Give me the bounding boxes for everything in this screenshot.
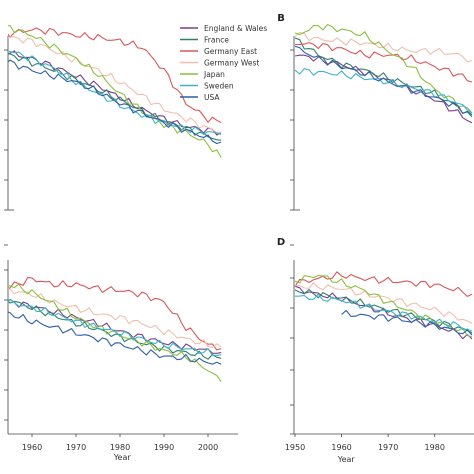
- x-axis-title: Year: [113, 453, 132, 462]
- x-tick-label: 1990: [154, 443, 174, 452]
- legend-item-england-wales: England & Wales: [180, 24, 267, 33]
- series-line-germany-west: [8, 36, 222, 133]
- series-line-usa: [8, 311, 222, 365]
- series-line-japan: [8, 24, 222, 158]
- legend-label: Sweden: [204, 82, 234, 91]
- series-line-england-wales: [8, 50, 222, 136]
- legend-label: Germany West: [204, 59, 259, 68]
- legend-item-france: France: [180, 36, 229, 45]
- panel-letter: D: [277, 237, 285, 248]
- legend-item-sweden: Sweden: [180, 82, 234, 91]
- series-line-japan: [294, 274, 473, 338]
- series-line-germany-west: [8, 288, 222, 349]
- x-tick-label: 1980: [110, 443, 130, 452]
- x-tick-label: 1950: [285, 443, 305, 452]
- series-line-sweden: [294, 293, 473, 332]
- panel-a: [4, 24, 222, 211]
- x-axis-title: Year: [337, 455, 356, 464]
- series-line-japan: [294, 23, 473, 114]
- series-line-germany-west: [294, 282, 473, 324]
- panel-c: 1960 1970 1980 1990 2000 Year: [4, 244, 238, 462]
- series-line-usa: [8, 59, 222, 145]
- series-line-germany-east: [294, 42, 473, 83]
- x-tick-label: 1980: [425, 443, 445, 452]
- legend-label: France: [204, 36, 229, 45]
- legend-label: Japan: [203, 70, 225, 79]
- series-line-usa: [341, 309, 473, 336]
- x-tick-label: 1970: [378, 443, 398, 452]
- legend-label: Germany East: [204, 47, 257, 56]
- legend-item-usa: USA: [180, 93, 220, 102]
- series-group: [294, 23, 473, 124]
- series-line-germany-east: [294, 271, 473, 297]
- series-line-england-wales: [8, 298, 222, 354]
- series-line-france: [8, 52, 222, 141]
- panel-b: B: [277, 13, 473, 211]
- x-tick-label: 1960: [331, 443, 351, 452]
- x-tick-label: 1970: [66, 443, 86, 452]
- legend-label: USA: [204, 93, 220, 102]
- series-line-sweden: [8, 298, 222, 356]
- series-line-sweden: [8, 50, 222, 136]
- series-line-germany-east: [8, 277, 222, 351]
- series-line-england-wales: [294, 54, 473, 124]
- legend: England & Wales France Germany East Germany…: [180, 24, 267, 102]
- x-tick-label: 1960: [22, 443, 42, 452]
- series-line-japan: [8, 283, 222, 382]
- series-group: [8, 24, 222, 158]
- legend-item-germany-east: Germany East: [180, 47, 257, 56]
- x-tick-label: 2000: [198, 443, 218, 452]
- series-line-usa: [294, 45, 473, 116]
- panel-d: 1950 1960 1970 1980 Year D: [277, 237, 474, 464]
- series-group: [8, 277, 222, 382]
- series-group: [294, 271, 473, 340]
- legend-item-germany-west: Germany West: [180, 59, 259, 68]
- series-line-sweden: [294, 68, 473, 114]
- series-line-germany-east: [8, 27, 222, 124]
- series-line-france: [294, 37, 473, 118]
- legend-label: England & Wales: [204, 24, 267, 33]
- legend-item-japan: Japan: [180, 70, 225, 79]
- panel-letter: B: [277, 13, 285, 24]
